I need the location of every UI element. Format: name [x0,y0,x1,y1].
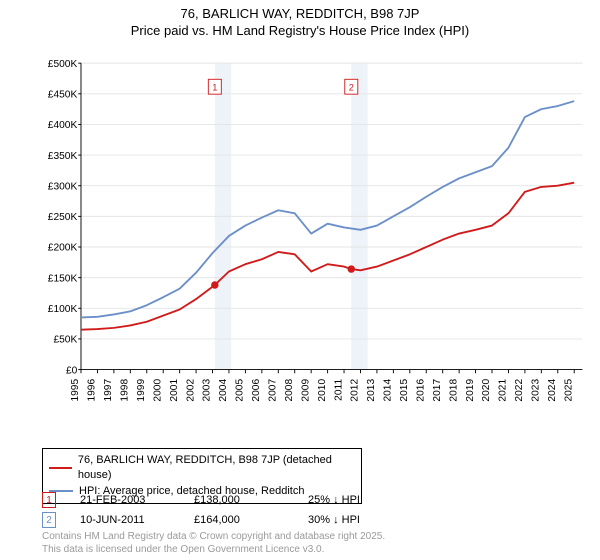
chart-container: 76, BARLICH WAY, REDDITCH, B98 7JP Price… [0,0,600,560]
svg-text:2016: 2016 [415,379,426,402]
svg-text:2017: 2017 [432,379,443,402]
svg-text:£400K: £400K [48,120,78,131]
title-line-1: 76, BARLICH WAY, REDDITCH, B98 7JP [0,6,600,21]
svg-text:2006: 2006 [251,379,262,402]
svg-text:1996: 1996 [87,379,98,402]
svg-text:£500K: £500K [48,59,78,70]
svg-text:2008: 2008 [284,379,295,402]
svg-text:£300K: £300K [48,181,78,192]
svg-text:2009: 2009 [300,379,311,402]
svg-text:£0: £0 [66,365,78,376]
marker-price: £138,000 [194,494,284,506]
marker-detail-row: 1 21-FEB-2003 £138,000 25% ↓ HPI [42,492,398,508]
svg-text:£450K: £450K [48,90,78,101]
svg-text:1999: 1999 [136,379,147,402]
svg-text:2024: 2024 [547,379,558,402]
svg-text:£150K: £150K [48,273,78,284]
svg-text:2013: 2013 [366,379,377,402]
marker-delta: 25% ↓ HPI [308,494,398,506]
marker-badge-icon: 1 [42,492,56,508]
svg-text:2022: 2022 [514,379,525,402]
svg-text:1: 1 [212,82,217,92]
svg-text:2025: 2025 [563,379,574,402]
marker-delta: 30% ↓ HPI [308,514,398,526]
legend-label: 76, BARLICH WAY, REDDITCH, B98 7JP (deta… [78,453,355,484]
svg-text:2020: 2020 [481,379,492,402]
svg-text:1995: 1995 [70,379,81,402]
marker-badge-icon: 2 [42,512,56,528]
plot-area: £0 £50K £100K £150K £200K £250K £300K £350K £400… [42,44,588,424]
title-block: 76, BARLICH WAY, REDDITCH, B98 7JP Price… [0,0,600,38]
svg-text:1998: 1998 [120,379,131,402]
svg-text:2018: 2018 [448,379,459,402]
svg-text:2010: 2010 [317,379,328,402]
svg-text:2: 2 [349,82,354,92]
svg-text:2011: 2011 [333,379,344,401]
marker-detail-row: 2 10-JUN-2011 £164,000 30% ↓ HPI [42,512,398,528]
svg-text:2003: 2003 [202,379,213,402]
svg-text:2014: 2014 [383,379,394,402]
svg-text:2007: 2007 [267,379,278,402]
footer-line-1: Contains HM Land Registry data © Crown c… [42,531,385,544]
svg-text:2012: 2012 [350,379,361,402]
svg-text:2000: 2000 [152,379,163,402]
svg-text:1997: 1997 [103,379,114,402]
svg-text:£50K: £50K [53,335,77,346]
svg-text:2015: 2015 [399,379,410,402]
legend-row: 76, BARLICH WAY, REDDITCH, B98 7JP (deta… [49,453,355,484]
svg-text:£200K: £200K [48,243,78,254]
svg-text:2023: 2023 [531,379,542,402]
svg-text:2019: 2019 [465,379,476,402]
marker-date: 10-JUN-2011 [80,514,170,526]
title-line-2: Price paid vs. HM Land Registry's House … [0,23,600,38]
svg-text:£250K: £250K [48,212,78,223]
svg-text:2005: 2005 [235,379,246,402]
svg-text:2002: 2002 [185,379,196,402]
legend-swatch-icon [49,467,72,469]
svg-text:2004: 2004 [218,379,229,402]
footer-line-2: This data is licensed under the Open Gov… [42,544,385,557]
marker-price: £164,000 [194,514,284,526]
svg-text:2021: 2021 [498,379,509,402]
svg-text:£350K: £350K [48,151,78,162]
footer-attribution: Contains HM Land Registry data © Crown c… [42,531,385,556]
marker-date: 21-FEB-2003 [80,494,170,506]
chart-svg: £0 £50K £100K £150K £200K £250K £300K £350K £400… [42,44,588,424]
svg-text:£100K: £100K [48,304,78,315]
svg-text:2001: 2001 [169,379,180,402]
